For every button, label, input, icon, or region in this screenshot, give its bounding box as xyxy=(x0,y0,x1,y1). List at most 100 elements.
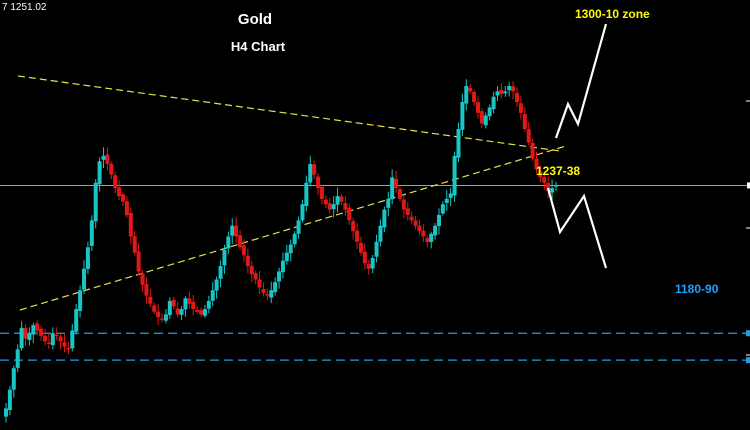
candle xyxy=(308,155,313,186)
candle xyxy=(109,161,114,180)
candle-body xyxy=(479,111,484,124)
candle-body xyxy=(405,208,410,215)
candle xyxy=(82,260,87,294)
candle xyxy=(171,296,176,310)
candle-body xyxy=(109,163,114,175)
candle-body xyxy=(390,177,395,200)
candle xyxy=(378,219,383,247)
candle-body xyxy=(195,309,200,312)
candle xyxy=(300,199,305,223)
candle-body xyxy=(440,204,445,214)
descending-trendline xyxy=(17,75,561,152)
candle xyxy=(93,179,98,229)
candle xyxy=(284,244,289,265)
candle-body xyxy=(347,207,352,221)
candle-body xyxy=(491,96,496,110)
candle xyxy=(417,219,422,235)
candle-body xyxy=(300,204,305,221)
candle-body xyxy=(199,310,204,315)
candle xyxy=(390,169,395,205)
candle-body xyxy=(253,273,258,280)
candle-body xyxy=(550,188,555,193)
candle xyxy=(4,403,8,423)
candle-body xyxy=(218,266,223,279)
candle-body xyxy=(304,182,309,207)
candle-body xyxy=(23,327,28,339)
candle-body xyxy=(530,142,535,159)
candle xyxy=(156,303,161,325)
candle-body xyxy=(397,189,402,199)
candle-body xyxy=(160,318,165,320)
candle-body xyxy=(546,183,551,191)
candle-body xyxy=(54,334,59,336)
candle xyxy=(175,302,180,318)
candle xyxy=(296,216,301,239)
candle xyxy=(550,179,555,201)
candle xyxy=(124,196,129,218)
candle-body xyxy=(472,92,477,103)
candle-body xyxy=(19,327,24,349)
candle xyxy=(358,236,363,256)
candle xyxy=(479,108,484,129)
candle xyxy=(511,81,516,100)
candles xyxy=(4,79,558,423)
horizontal-levels xyxy=(0,184,750,361)
candle xyxy=(265,288,270,300)
candle xyxy=(460,93,465,136)
bearish-projection-path xyxy=(546,187,608,269)
candle xyxy=(538,165,543,183)
candle xyxy=(335,187,340,213)
candle-body xyxy=(331,204,336,210)
candle xyxy=(370,255,375,274)
candle-body xyxy=(296,220,301,234)
candle-body xyxy=(284,252,289,262)
candle xyxy=(117,180,122,201)
candle xyxy=(312,160,317,180)
candle xyxy=(132,230,137,256)
candle-body xyxy=(222,249,227,266)
candle xyxy=(218,260,223,288)
candle-body xyxy=(335,196,340,205)
candle xyxy=(7,385,12,416)
candle xyxy=(475,96,480,119)
candle xyxy=(514,87,519,108)
candle-body xyxy=(292,233,297,245)
candle-body xyxy=(448,193,453,198)
candle xyxy=(234,216,239,243)
candle-body xyxy=(394,179,399,189)
candle-body xyxy=(456,129,461,158)
candle-body xyxy=(191,301,196,310)
candle-body xyxy=(230,225,235,236)
candle xyxy=(339,193,344,206)
chart-subtitle: H4 Chart xyxy=(231,39,286,54)
candle-body xyxy=(35,323,40,331)
candle-body xyxy=(175,308,180,315)
candle-body xyxy=(156,311,161,318)
candle xyxy=(323,195,328,208)
candle-body xyxy=(487,107,492,117)
candle xyxy=(46,333,51,350)
candle-body xyxy=(85,247,90,269)
candle xyxy=(292,231,297,248)
candle xyxy=(62,334,67,353)
candle-body xyxy=(101,155,106,160)
candle xyxy=(526,121,531,146)
candle xyxy=(121,192,126,207)
candle xyxy=(257,270,262,295)
candle xyxy=(472,89,477,107)
candle-body xyxy=(136,251,141,272)
candle xyxy=(273,277,278,296)
candle-body xyxy=(475,102,480,113)
candle-body xyxy=(82,268,87,290)
candle-body xyxy=(269,290,274,298)
candle-body xyxy=(507,86,512,91)
candle xyxy=(230,218,235,244)
candle-body xyxy=(273,282,278,293)
candle-body xyxy=(362,251,367,264)
candle-body xyxy=(339,196,344,202)
candle xyxy=(101,147,106,169)
candle xyxy=(554,181,558,191)
candle-body xyxy=(429,233,434,243)
candle-body xyxy=(401,199,406,210)
candle-body xyxy=(66,347,71,350)
